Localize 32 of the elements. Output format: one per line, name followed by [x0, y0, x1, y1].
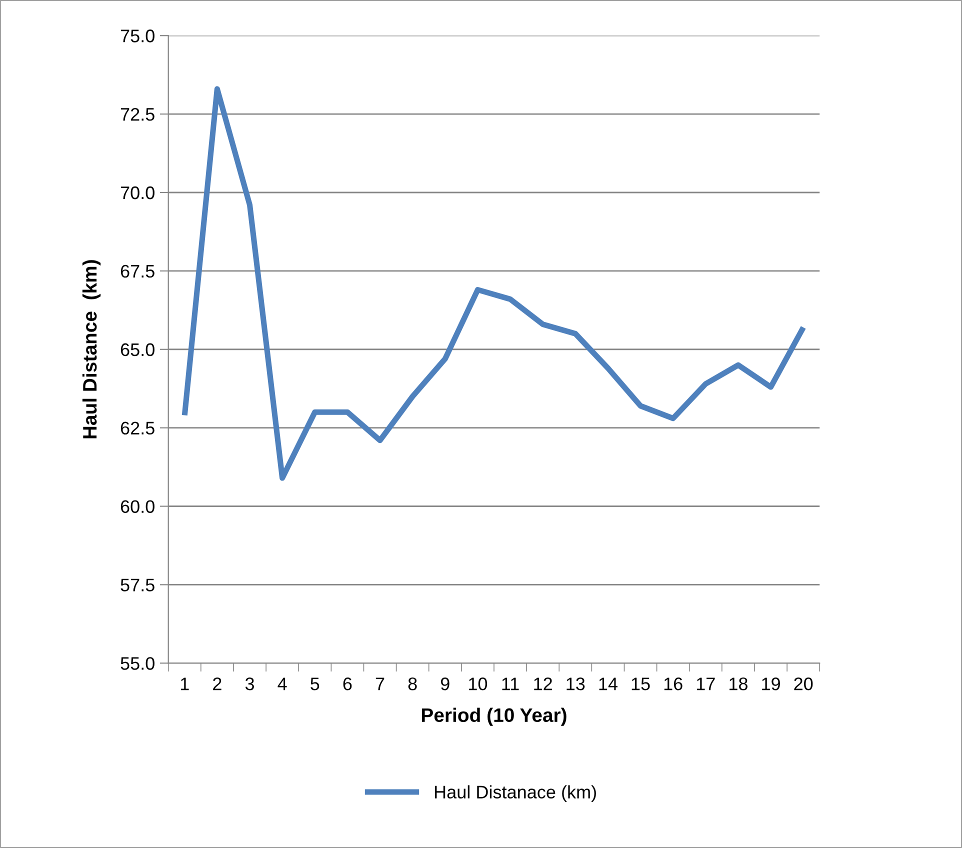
x-tick-label: 4: [278, 678, 287, 690]
x-tick-label: 16: [664, 678, 682, 690]
y-tick-label: 55.0: [120, 657, 154, 670]
x-tick-label: 14: [599, 678, 618, 690]
x-tick-label: 2: [213, 678, 222, 690]
x-tick-label: 12: [534, 678, 552, 690]
x-tick-label: 20: [794, 678, 813, 690]
x-tick-label: 10: [469, 678, 488, 690]
legend-label: Haul Distanace (km): [435, 785, 596, 802]
x-tick-label: 19: [762, 678, 780, 690]
x-tick-label: 18: [730, 678, 748, 690]
x-tick-label: 6: [343, 678, 352, 690]
x-tick-label: 5: [310, 678, 320, 690]
y-tick-label: 65.0: [120, 343, 154, 356]
x-tick-label: 15: [632, 678, 650, 690]
x-axis-title: Period (10 Year): [422, 708, 566, 726]
y-axis-title: Haul Distance (km): [82, 260, 101, 438]
x-tick-label: 9: [440, 678, 450, 690]
x-tick-label: 3: [245, 678, 254, 690]
y-tick-label: 62.5: [120, 422, 154, 435]
y-tick-label: 57.5: [120, 578, 154, 592]
x-tick-label: 8: [408, 678, 417, 690]
x-tick-label: 7: [376, 678, 384, 690]
x-tick-label: 1: [180, 678, 189, 690]
y-tick-label: 67.5: [120, 264, 154, 278]
y-tick-label: 60.0: [120, 500, 154, 513]
x-tick-label: 13: [566, 678, 585, 690]
x-tick-label: 17: [696, 678, 715, 690]
y-tick-label: 70.0: [120, 186, 154, 200]
y-tick-label: 75.0: [120, 30, 154, 42]
x-tick-label: 11: [502, 678, 519, 690]
y-tick-label: 72.5: [120, 108, 154, 121]
